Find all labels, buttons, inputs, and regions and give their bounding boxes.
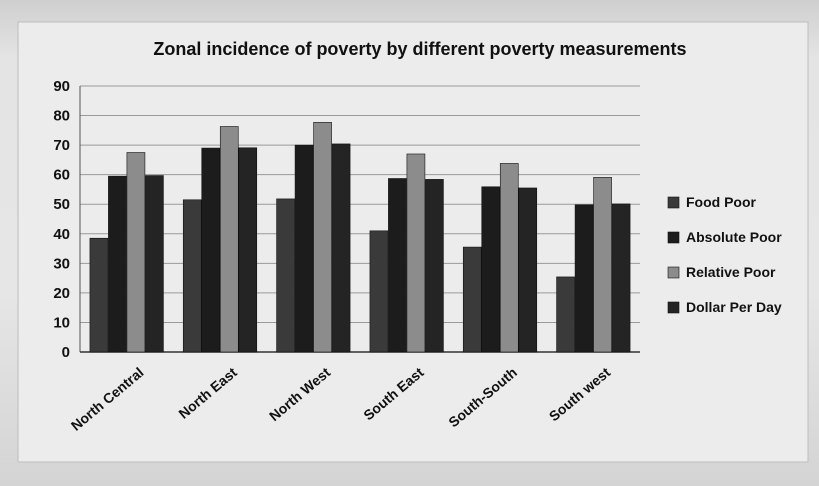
legend-swatch xyxy=(667,301,680,314)
bar xyxy=(238,147,258,353)
y-tick-label: 40 xyxy=(53,226,70,243)
y-tick-label: 70 xyxy=(53,137,70,154)
bar xyxy=(126,152,146,353)
bar xyxy=(182,199,202,353)
bar xyxy=(89,237,109,353)
y-tick-label: 90 xyxy=(53,78,70,95)
bar xyxy=(425,179,444,353)
bar xyxy=(556,276,575,353)
legend-swatch xyxy=(667,266,680,279)
y-tick-label: 20 xyxy=(53,285,70,302)
legend: Food Poor Absolute Poor Relative Poor Dolla… xyxy=(667,194,782,315)
legend-label: Dollar Per Day xyxy=(686,299,782,315)
bar xyxy=(313,122,332,353)
bar xyxy=(388,178,407,353)
bar xyxy=(611,203,631,353)
bar xyxy=(294,144,314,353)
y-tick-label: 10 xyxy=(53,314,70,331)
bar xyxy=(406,153,426,353)
y-tick-label: 30 xyxy=(53,255,70,272)
y-tick-label: 80 xyxy=(53,108,70,125)
bar xyxy=(369,230,389,353)
bar xyxy=(481,186,501,353)
bar xyxy=(331,143,351,353)
bar xyxy=(201,147,221,353)
bar xyxy=(108,175,127,353)
bar xyxy=(593,177,612,353)
legend-swatch xyxy=(667,196,680,209)
chart-title: Zonal incidence of poverty by different … xyxy=(153,39,686,59)
y-tick-label: 0 xyxy=(62,344,70,361)
legend-label: Absolute Poor xyxy=(686,229,782,245)
bar xyxy=(219,126,239,353)
bar xyxy=(145,175,164,353)
bar xyxy=(462,246,482,353)
y-tick-label: 60 xyxy=(53,167,70,184)
legend-label: Food Poor xyxy=(686,194,757,210)
legend-swatch xyxy=(667,231,680,244)
bar xyxy=(518,187,538,353)
bar xyxy=(499,163,519,353)
y-tick-label: 50 xyxy=(53,196,70,213)
bar xyxy=(574,204,594,353)
legend-label: Relative Poor xyxy=(686,264,776,280)
bar xyxy=(276,198,295,353)
